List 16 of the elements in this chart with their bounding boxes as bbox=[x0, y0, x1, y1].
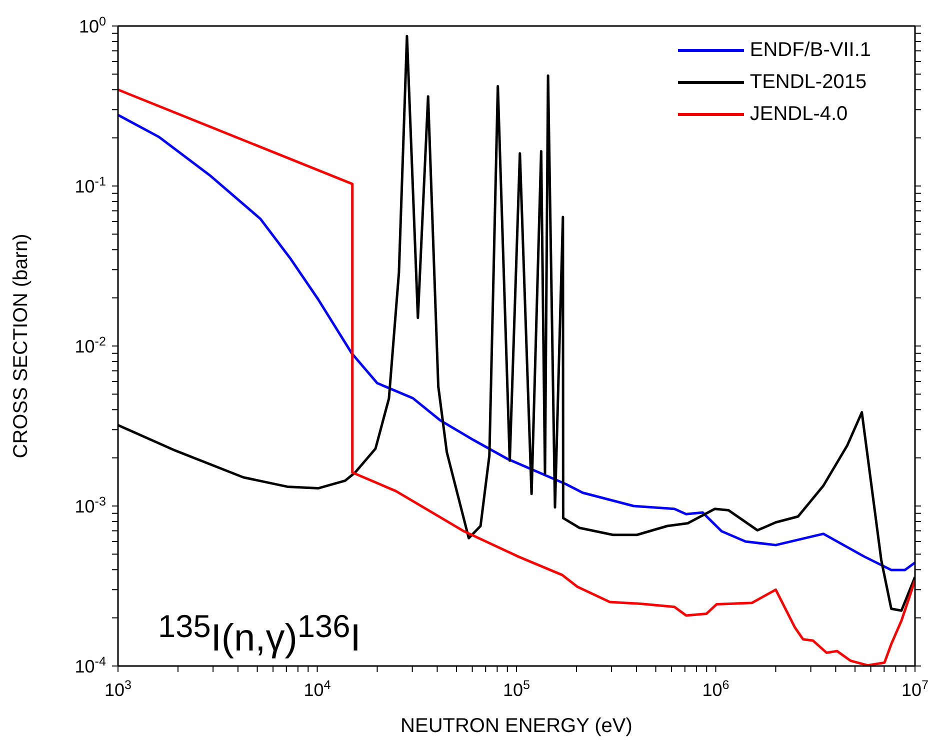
x-tick-label: 10$^{3}$ bbox=[104, 678, 132, 700]
legend-label: TENDL-2015 bbox=[750, 70, 867, 95]
y-tick-label: 10$^{0}$ bbox=[78, 14, 106, 36]
legend-label: JENDL-4.0 bbox=[750, 102, 848, 127]
y-axis-title: CROSS SECTION (barn) bbox=[10, 234, 32, 458]
x-tick-label: 10$^{4}$ bbox=[304, 678, 331, 700]
x-tick-label: 10$^{6}$ bbox=[702, 678, 730, 700]
y-tick-label: 10$^{-2}$ bbox=[74, 334, 106, 356]
x-tick-label: 10$^{7}$ bbox=[901, 678, 929, 700]
y-tick-label: 10$^{-3}$ bbox=[74, 494, 106, 516]
y-tick-label: 10$^{-1}$ bbox=[74, 174, 106, 196]
x-axis-title: NEUTRON ENERGY (eV) bbox=[400, 715, 632, 737]
y-tick-label: 10$^{-4}$ bbox=[74, 654, 106, 676]
legend-label: ENDF/B-VII.1 bbox=[750, 38, 871, 63]
annotation: $^{135}$I(n,γ)$^{136}$I bbox=[158, 608, 361, 661]
x-tick-label: 10$^{5}$ bbox=[502, 678, 530, 700]
